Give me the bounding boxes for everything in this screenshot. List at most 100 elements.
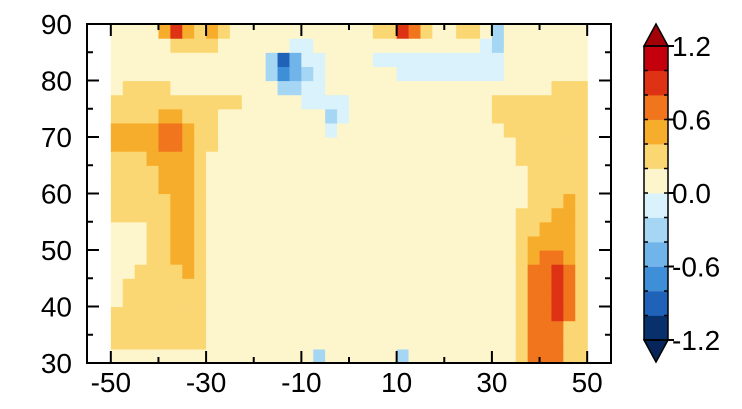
heatmap-cell	[432, 165, 445, 180]
heatmap-cell	[349, 179, 362, 195]
heatmap-cell	[122, 306, 136, 322]
heatmap-cell	[539, 151, 553, 166]
heatmap-cell	[480, 137, 493, 152]
heatmap-cell	[539, 278, 553, 293]
heatmap-cell	[134, 264, 148, 279]
heatmap-cell	[229, 348, 243, 364]
y-tick-label: 80	[41, 66, 72, 97]
heatmap-cell	[146, 80, 160, 96]
heatmap-cell	[206, 264, 219, 279]
heatmap-cell	[301, 66, 314, 82]
heatmap-cell	[253, 334, 267, 350]
heatmap-cell	[182, 348, 195, 364]
heatmap-cell	[396, 24, 410, 39]
heatmap-cell	[241, 348, 255, 364]
colorbar-segment	[644, 144, 668, 169]
heatmap-cell	[539, 334, 553, 350]
colorbar-tick-label: 0.6	[672, 105, 711, 136]
heatmap-cell	[444, 278, 457, 293]
heatmap-cell	[289, 292, 302, 308]
heatmap-cell	[503, 24, 517, 39]
heatmap-cell	[491, 207, 505, 223]
heatmap-cell	[158, 52, 171, 67]
heatmap-cell	[408, 278, 422, 293]
heatmap-cell	[194, 235, 207, 251]
heatmap-cell	[396, 94, 410, 110]
heatmap-cell	[468, 137, 481, 152]
heatmap-cell	[313, 179, 326, 195]
heatmap-cell	[325, 235, 338, 251]
heatmap-cell	[503, 193, 517, 209]
heatmap-cell	[491, 264, 505, 279]
heatmap-cell	[337, 334, 350, 350]
heatmap-cell	[360, 348, 374, 364]
heatmap-cell	[491, 250, 505, 265]
heatmap-cell	[277, 137, 291, 152]
heatmap-cell	[110, 66, 124, 82]
heatmap-cell	[563, 66, 576, 82]
heatmap-cell	[253, 278, 267, 293]
heatmap-cell	[360, 80, 374, 96]
heatmap-cell	[301, 179, 314, 195]
heatmap-cell	[337, 165, 350, 180]
heatmap-cell	[253, 66, 267, 82]
y-tick-label: 50	[41, 235, 72, 266]
heatmap-cell	[289, 320, 302, 336]
heatmap-cell	[503, 122, 517, 138]
heatmap-cell	[480, 348, 493, 364]
heatmap-cell	[134, 137, 148, 152]
heatmap-cell	[277, 250, 291, 265]
heatmap-cell	[420, 151, 433, 166]
heatmap-cell	[372, 264, 386, 279]
heatmap-cell	[444, 38, 457, 53]
heatmap-cell	[337, 306, 350, 322]
colorbar-segment	[644, 242, 668, 267]
heatmap-cell	[229, 320, 243, 336]
heatmap-cell	[420, 207, 433, 223]
heatmap-cell	[158, 264, 171, 279]
heatmap-cell	[229, 250, 243, 265]
heatmap-cell	[313, 80, 326, 96]
heatmap-cell	[182, 264, 195, 279]
heatmap-cell	[277, 292, 291, 308]
heatmap-cell	[194, 348, 207, 364]
heatmap-cell	[229, 24, 243, 39]
heatmap-cell	[182, 207, 195, 223]
heatmap-cell	[218, 108, 231, 124]
heatmap-cell	[563, 264, 576, 279]
heatmap-cell	[122, 122, 136, 138]
heatmap-cell	[110, 165, 124, 180]
heatmap-cell	[170, 334, 183, 350]
heatmap-cell	[396, 52, 410, 67]
heatmap-cell	[337, 137, 350, 152]
heatmap-cell	[468, 264, 481, 279]
heatmap-cell	[384, 52, 398, 67]
heatmap-cell	[456, 306, 469, 322]
heatmap-cell	[170, 264, 183, 279]
heatmap-cell	[527, 264, 541, 279]
heatmap-cell	[241, 94, 255, 110]
heatmap-cell	[491, 52, 505, 67]
heatmap-cell	[218, 250, 231, 265]
heatmap-cell	[158, 38, 171, 53]
heatmap-cell	[170, 80, 183, 96]
heatmap-cell	[134, 52, 148, 67]
heatmap-cell	[301, 24, 314, 39]
heatmap-cell	[551, 179, 564, 195]
heatmap-cell	[158, 122, 171, 138]
heatmap-cell	[503, 38, 517, 53]
heatmap-cell	[229, 38, 243, 53]
heatmap-cell	[515, 264, 529, 279]
heatmap-cell	[432, 221, 445, 237]
heatmap-cell	[420, 306, 433, 322]
heatmap-cell	[551, 320, 564, 336]
heatmap-cell	[337, 122, 350, 138]
heatmap-cell	[456, 80, 469, 96]
heatmap-cell	[110, 193, 124, 209]
heatmap-cell	[456, 250, 469, 265]
heatmap-cell	[170, 165, 183, 180]
heatmap-cell	[575, 306, 588, 322]
heatmap-cell	[337, 66, 350, 82]
heatmap-cell	[265, 292, 279, 308]
heatmap-cell	[360, 278, 374, 293]
